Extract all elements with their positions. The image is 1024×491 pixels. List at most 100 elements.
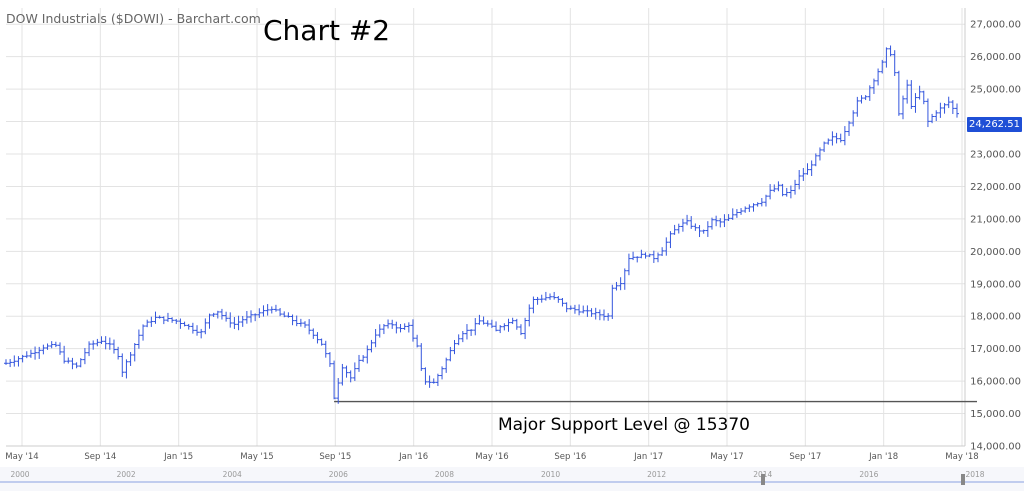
ohlc-bar [892, 50, 897, 77]
ohlc-bar [556, 296, 561, 303]
ohlc-bar [751, 203, 756, 212]
ohlc-bar [618, 277, 623, 291]
y-tick-label: 15,000.00 [970, 409, 1021, 420]
ohlc-bar [332, 360, 337, 400]
ohlc-bar [901, 95, 906, 120]
ohlc-bar [161, 316, 166, 325]
x-tick-label: May '15 [240, 452, 273, 462]
ohlc-bar [473, 318, 478, 336]
x-tick-label: Sep '16 [554, 452, 586, 462]
x-axis: May '14 Sep '14 Jan '15 May '15 Sep '15 Jan '… [5, 452, 978, 462]
ohlc-bar [381, 324, 386, 335]
ohlc-bar [577, 304, 582, 316]
ohlc-bar [498, 325, 503, 334]
x-tick-label: Sep '15 [319, 452, 351, 462]
ohlc-bar [427, 375, 432, 388]
ohlc-bar [842, 126, 847, 146]
ohlc-bar [772, 184, 777, 193]
ohlc-bar [145, 319, 150, 328]
navigator-year-label: 2002 [117, 470, 136, 479]
ohlc-bar [838, 133, 843, 143]
ohlc-bar [319, 338, 324, 346]
ohlc-bar [16, 356, 21, 367]
ohlc-bar [743, 206, 748, 213]
ohlc-bar [174, 318, 179, 325]
ohlc-bar [863, 95, 868, 101]
ohlc-bar [668, 231, 673, 249]
ohlc-bar [780, 183, 785, 197]
ohlc-bar [327, 352, 332, 367]
ohlc-bar [452, 339, 457, 355]
ohlc-bar [589, 308, 594, 317]
ohlc-bar [219, 308, 224, 320]
ohlc-bar [805, 163, 810, 175]
ohlc-bar [390, 319, 395, 329]
ohlc-bar [734, 209, 739, 218]
navigator-right-handle [961, 474, 965, 485]
x-tick-label: Jan '15 [163, 452, 193, 462]
chart-grid [6, 8, 966, 447]
ohlc-bar [8, 358, 13, 368]
ohlc-bar [211, 312, 216, 318]
ohlc-bar [278, 308, 283, 317]
ohlc-bar [141, 324, 146, 341]
ohlc-bar [406, 322, 411, 333]
ohlc-bar [464, 324, 469, 340]
ohlc-bar [925, 98, 930, 128]
ohlc-bar [269, 306, 274, 314]
ohlc-bar [705, 221, 710, 237]
ohlc-bar [460, 330, 465, 343]
ohlc-bar [136, 329, 141, 349]
ohlc-bar [361, 355, 366, 363]
ohlc-bar [373, 329, 378, 348]
ohlc-bar [12, 355, 17, 367]
ohlc-bar [402, 323, 407, 330]
ohlc-bar [410, 319, 415, 342]
ohlc-bar [178, 318, 183, 329]
navigator-left-handle [761, 474, 765, 485]
ohlc-bar [232, 317, 237, 330]
ohlc-bar [539, 294, 544, 303]
ohlc-bar [348, 370, 353, 383]
ohlc-bar [606, 313, 611, 321]
x-tick-label: Sep '14 [84, 452, 116, 462]
ohlc-bar [170, 317, 175, 323]
navigator-year-label: 2004 [223, 470, 242, 479]
ohlc-bar [311, 328, 316, 339]
ohlc-bar [440, 366, 445, 380]
ohlc-bar [514, 318, 519, 330]
ohlc-bar [236, 315, 241, 331]
ohlc-bar [518, 324, 523, 336]
ohlc-bar [53, 341, 58, 348]
ohlc-bar [793, 179, 798, 195]
x-tick-label: Jan '17 [633, 452, 663, 462]
ohlc-bar [340, 363, 345, 386]
ohlc-bar [610, 284, 615, 320]
ohlc-bar [95, 338, 100, 347]
ohlc-bar [647, 253, 652, 258]
ohlc-bar [660, 247, 665, 257]
ohlc-bar [817, 147, 822, 161]
ohlc-bar [28, 349, 33, 358]
last-price-tag: 24,262.51 [967, 117, 1022, 132]
ohlc-bar [602, 309, 607, 321]
ohlc-bar [568, 305, 573, 310]
ohlc-bar [851, 110, 856, 127]
ohlc-bar [888, 45, 893, 57]
ohlc-bar [510, 317, 515, 325]
ohlc-bar [199, 328, 204, 339]
ohlc-bar [859, 95, 864, 104]
ohlc-bar [70, 357, 75, 370]
ohlc-bar [294, 315, 299, 327]
ohlc-bar [531, 296, 536, 314]
ohlc-bar [66, 357, 71, 364]
ohlc-bar [182, 321, 187, 327]
ohlc-bar [685, 214, 690, 226]
ohlc-bar [423, 367, 428, 385]
time-navigator[interactable]: 2000200220042006200820102012201420162018 [0, 467, 1024, 491]
ohlc-bar [730, 208, 735, 220]
ohlc-bar [917, 85, 922, 100]
ohlc-bar [415, 334, 420, 348]
ohlc-bar [527, 304, 532, 327]
ohlc-bar [74, 362, 79, 369]
